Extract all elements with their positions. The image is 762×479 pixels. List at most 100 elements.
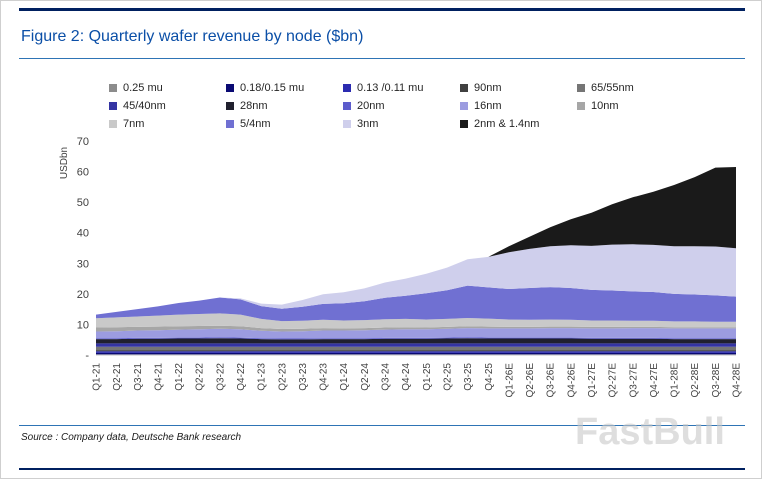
chart-text: Q4-24 (401, 363, 412, 391)
legend-swatch-icon (343, 119, 351, 128)
area-series-65-55nm (96, 346, 736, 351)
area-series-16nm (96, 328, 736, 339)
area-series-7nm (96, 313, 736, 329)
chart-text: Q3-25 (463, 363, 474, 391)
legend-item-90nm: 90nm (460, 80, 577, 95)
chart-text: 60 (77, 167, 89, 179)
chart-text: Q4-25 (484, 363, 495, 391)
chart-text: 20 (77, 289, 89, 301)
chart-text: Q2-21 (112, 363, 123, 391)
legend-label: 90nm (474, 81, 502, 94)
chart-text: - (85, 350, 89, 362)
chart-text: Q3-22 (215, 363, 226, 391)
legend-item-3nm: 3nm (343, 116, 460, 131)
legend-swatch-icon (460, 119, 468, 128)
legend-label: 65/55nm (591, 81, 634, 94)
source-rule (19, 425, 745, 426)
legend-item-45-40nm: 45/40nm (109, 98, 226, 113)
chart-text: Q4-28E (732, 363, 743, 398)
chart-text: Q4-22 (236, 363, 247, 391)
legend-swatch-icon (343, 101, 351, 110)
area-series-0-13-0-11-mu (96, 351, 736, 353)
chart-text: Q1-26E (504, 363, 515, 398)
chart-text: Q2-24 (360, 363, 371, 391)
chart-text: Q3-23 (298, 363, 309, 391)
legend-swatch-icon (226, 119, 234, 128)
chart-text: Q3-27E (628, 363, 639, 398)
chart-text: Q2-25 (442, 363, 453, 391)
area-series-90nm (96, 350, 736, 352)
bottom-rule (19, 468, 745, 470)
chart-text: Q1-25 (422, 363, 433, 391)
chart-text: Q3-28E (711, 363, 722, 398)
legend-swatch-icon (460, 83, 468, 92)
area-series-0-18-0-15-mu (96, 352, 736, 355)
legend-item-7nm: 7nm (109, 116, 226, 131)
chart-legend: 0.25 mu 0.18/0.15 mu 0.13 /0.11 mu 90nm 65/5… (109, 80, 694, 131)
legend-label: 28nm (240, 99, 268, 112)
area-series-45-40nm (96, 343, 736, 347)
area-series-3nm (96, 244, 736, 315)
chart-text: Q1-22 (174, 363, 185, 391)
chart-text: Q2-22 (195, 363, 206, 391)
source-note: Source : Company data, Deutsche Bank res… (21, 432, 242, 443)
chart-text: 50 (77, 197, 89, 209)
chart-text: Q2-23 (277, 363, 288, 391)
legend-item-20nm: 20nm (343, 98, 460, 113)
chart-text: USDbn (59, 147, 70, 179)
legend-label: 3nm (357, 117, 379, 130)
legend-label: 2nm & 1.4nm (474, 117, 540, 130)
legend-swatch-icon (109, 83, 117, 92)
legend-item-28nm: 28nm (226, 98, 343, 113)
stacked-area-chart: - 10 20 30 40 50 60 70 USDbn Q1-21 Q2-21 Q3-21 Q4-21… (59, 136, 743, 398)
figure-title: Figure 2: Quarterly wafer revenue by nod… (21, 28, 364, 45)
legend-swatch-icon (460, 101, 468, 110)
chart-text: Q1-23 (257, 363, 268, 391)
legend-item-0-13-0-11-mu: 0.13 /0.11 mu (343, 80, 460, 95)
legend-swatch-icon (226, 83, 234, 92)
legend-item-16nm: 16nm (460, 98, 577, 113)
legend-label: 16nm (474, 99, 502, 112)
chart-text: Q4-23 (319, 363, 330, 391)
chart-text: Q4-27E (649, 363, 660, 398)
chart-text: Q3-26E (546, 363, 557, 398)
chart-text: Q2-27E (608, 363, 619, 398)
legend-item-0-18-0-15-mu: 0.18/0.15 mu (226, 80, 343, 95)
legend-label: 5/4nm (240, 117, 271, 130)
chart-text: 30 (77, 258, 89, 270)
legend-label: 20nm (357, 99, 385, 112)
area-series-20nm (96, 337, 736, 340)
legend-label: 45/40nm (123, 99, 166, 112)
chart-text: Q1-21 (92, 363, 103, 391)
legend-label: 0.13 /0.11 mu (357, 81, 424, 94)
chart-text: Q2-28E (690, 363, 701, 398)
legend-swatch-icon (109, 101, 117, 110)
legend-swatch-icon (577, 101, 585, 110)
area-series-5-4nm (96, 285, 736, 322)
top-rule (19, 8, 745, 11)
chart-text: 10 (77, 319, 89, 331)
chart-text: Q4-21 (153, 363, 164, 391)
legend-swatch-icon (109, 119, 117, 128)
legend-swatch-icon (577, 83, 585, 92)
chart-text: Q1-27E (587, 363, 598, 398)
legend-item-0-25-mu: 0.25 mu (109, 80, 226, 95)
legend-item-5-4nm: 5/4nm (226, 116, 343, 131)
chart-text: 70 (77, 136, 89, 148)
legend-item-65-55nm: 65/55nm (577, 80, 694, 95)
chart-text: Q2-26E (525, 363, 536, 398)
legend-label: 7nm (123, 117, 145, 130)
legend-label: 0.25 mu (123, 81, 163, 94)
legend-item-10nm: 10nm (577, 98, 694, 113)
title-rule (19, 58, 745, 59)
chart-text: Q4-26E (566, 363, 577, 398)
area-series-10nm (96, 325, 736, 332)
legend-swatch-icon (226, 101, 234, 110)
legend-swatch-icon (343, 83, 351, 92)
legend-item-2nm-1-4nm: 2nm & 1.4nm (460, 116, 577, 131)
chart-text: Q3-24 (381, 363, 392, 391)
chart-text: Q3-21 (133, 363, 144, 391)
legend-label: 10nm (591, 99, 619, 112)
legend-label: 0.18/0.15 mu (240, 81, 305, 94)
